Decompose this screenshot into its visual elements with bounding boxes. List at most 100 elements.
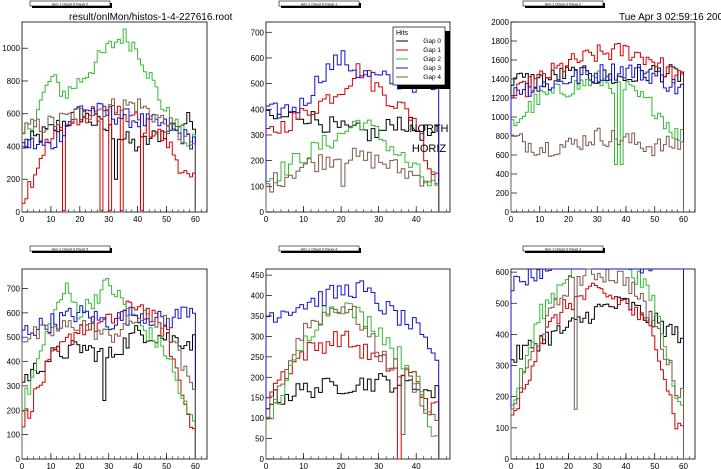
- series-0-histogram: [21, 325, 196, 459]
- series-3-histogram: [510, 63, 684, 212]
- y-tick-label: 2000: [491, 18, 509, 27]
- panel-title-box: [522, 245, 604, 252]
- x-tick-label: 60: [191, 462, 200, 469]
- y-tick-label: 300: [7, 382, 21, 391]
- series-1-histogram: [21, 105, 196, 212]
- y-tick-label: 250: [251, 353, 265, 362]
- x-tick-label: 50: [162, 215, 171, 224]
- x-tick-label: 60: [679, 215, 688, 224]
- panel-title: Arm 1 Orient 0 Panel 4: [301, 247, 338, 251]
- y-tick-label: 1200: [491, 94, 509, 103]
- y-tick-label: 500: [7, 333, 21, 342]
- series-3-histogram: [21, 305, 196, 459]
- series-1-histogram: [265, 330, 440, 460]
- y-tick-label: 1000: [491, 113, 509, 122]
- series-4-histogram: [265, 147, 440, 212]
- series-4-histogram: [510, 268, 684, 459]
- series-1-histogram: [21, 300, 196, 459]
- x-tick-label: 0: [264, 462, 269, 469]
- panel-title: Arm 1 Orient 0 Panel 3: [545, 247, 582, 251]
- x-tick-label: 0: [509, 215, 514, 224]
- y-tick-label: 1000: [2, 44, 20, 53]
- x-tick-label: 30: [104, 462, 113, 469]
- x-tick-label: 10: [535, 462, 544, 469]
- y-tick-label: 300: [251, 131, 265, 140]
- x-tick-label: 30: [374, 462, 383, 469]
- y-tick-label: 50: [255, 435, 264, 444]
- series-1-histogram: [510, 43, 684, 212]
- series-2-histogram: [21, 28, 196, 212]
- x-tick-label: 10: [46, 462, 55, 469]
- y-tick-label: 400: [7, 142, 21, 151]
- timestamp-label: Tue Apr 3 02:59:16 2007: [619, 12, 721, 23]
- y-tick-label: 400: [251, 105, 265, 114]
- y-tick-label: 1600: [491, 56, 509, 65]
- legend: Hits Gap 0 Gap 1 Gap 2 Gap 3 Gap 4: [392, 26, 450, 89]
- series-2-histogram: [265, 119, 440, 212]
- y-tick-label: 500: [251, 80, 265, 89]
- y-tick-label: 500: [496, 299, 510, 308]
- panel-title-box: [278, 245, 360, 252]
- x-tick-label: 50: [650, 215, 659, 224]
- y-tick-label: 1800: [491, 37, 509, 46]
- y-tick-label: 200: [7, 406, 21, 415]
- x-tick-label: 20: [75, 215, 84, 224]
- series-4-histogram: [510, 127, 684, 212]
- x-tick-label: 20: [75, 462, 84, 469]
- x-tick-label: 20: [564, 215, 573, 224]
- series-4-histogram: [21, 98, 196, 212]
- series-0-histogram: [510, 64, 684, 212]
- x-tick-label: 60: [679, 462, 688, 469]
- histogram-panel-0: Arm 1 Orient 0 Panel 00 10 20 30 40 50 6002004…: [2, 0, 208, 224]
- x-tick-label: 10: [46, 215, 55, 224]
- x-tick-label: 30: [374, 215, 383, 224]
- panel-title-box: [29, 0, 111, 7]
- y-tick-label: 600: [496, 151, 510, 160]
- y-tick-label: 0: [505, 455, 510, 464]
- legend-entry: Gap 0: [423, 38, 441, 45]
- y-tick-label: 200: [496, 189, 510, 198]
- x-tick-label: 40: [412, 462, 421, 469]
- histogram-panel-2: Arm 1 Orient 0 Panel 20 10 20 30 40 50 6002004…: [491, 0, 696, 224]
- x-tick-label: 50: [650, 462, 659, 469]
- y-tick-label: 100: [251, 414, 265, 423]
- x-tick-label: 10: [535, 215, 544, 224]
- panel-title-box: [278, 0, 360, 7]
- x-tick-label: 50: [162, 462, 171, 469]
- legend-box: [392, 26, 446, 86]
- annotation-line: NORTH: [410, 123, 449, 135]
- y-tick-label: 450: [251, 271, 265, 280]
- x-tick-label: 0: [509, 462, 514, 469]
- legend-title: Hits: [396, 30, 409, 37]
- x-tick-label: 40: [412, 215, 421, 224]
- panel-title: Arm 1 Orient 0 Panel 5: [52, 247, 89, 251]
- y-tick-label: 400: [251, 292, 265, 301]
- y-tick-label: 0: [260, 208, 265, 217]
- series-4-histogram: [265, 305, 440, 459]
- y-tick-label: 600: [7, 110, 21, 119]
- y-tick-label: 0: [505, 208, 510, 217]
- series-3-histogram: [510, 268, 684, 459]
- y-tick-label: 200: [496, 393, 510, 402]
- y-tick-label: 200: [7, 175, 21, 184]
- histogram-panel-4: Arm 1 Orient 0 Panel 40 10 20 30 40050100150…: [251, 245, 451, 469]
- legend-entry: Gap 3: [423, 65, 441, 72]
- y-tick-label: 1400: [491, 75, 509, 84]
- legend-entry: Gap 4: [423, 74, 441, 81]
- y-tick-label: 800: [7, 77, 21, 86]
- y-tick-label: 600: [7, 309, 21, 318]
- filename-label: result/onlMon/histos-1-4-227616.root: [69, 12, 233, 23]
- series-3-histogram: [265, 280, 440, 459]
- panel-title: Arm 1 Orient 0 Panel 1: [301, 2, 338, 6]
- series-1-histogram: [265, 63, 440, 212]
- y-tick-label: 400: [496, 170, 510, 179]
- histogram-panel-3: Arm 1 Orient 0 Panel 50 10 20 30 40 50 6001002…: [7, 245, 208, 469]
- x-tick-label: 0: [20, 215, 25, 224]
- y-tick-label: 400: [496, 330, 510, 339]
- y-tick-label: 0: [260, 455, 265, 464]
- y-tick-label: 600: [251, 54, 265, 63]
- legend-entry: Gap 1: [423, 47, 441, 54]
- x-tick-label: 20: [337, 462, 346, 469]
